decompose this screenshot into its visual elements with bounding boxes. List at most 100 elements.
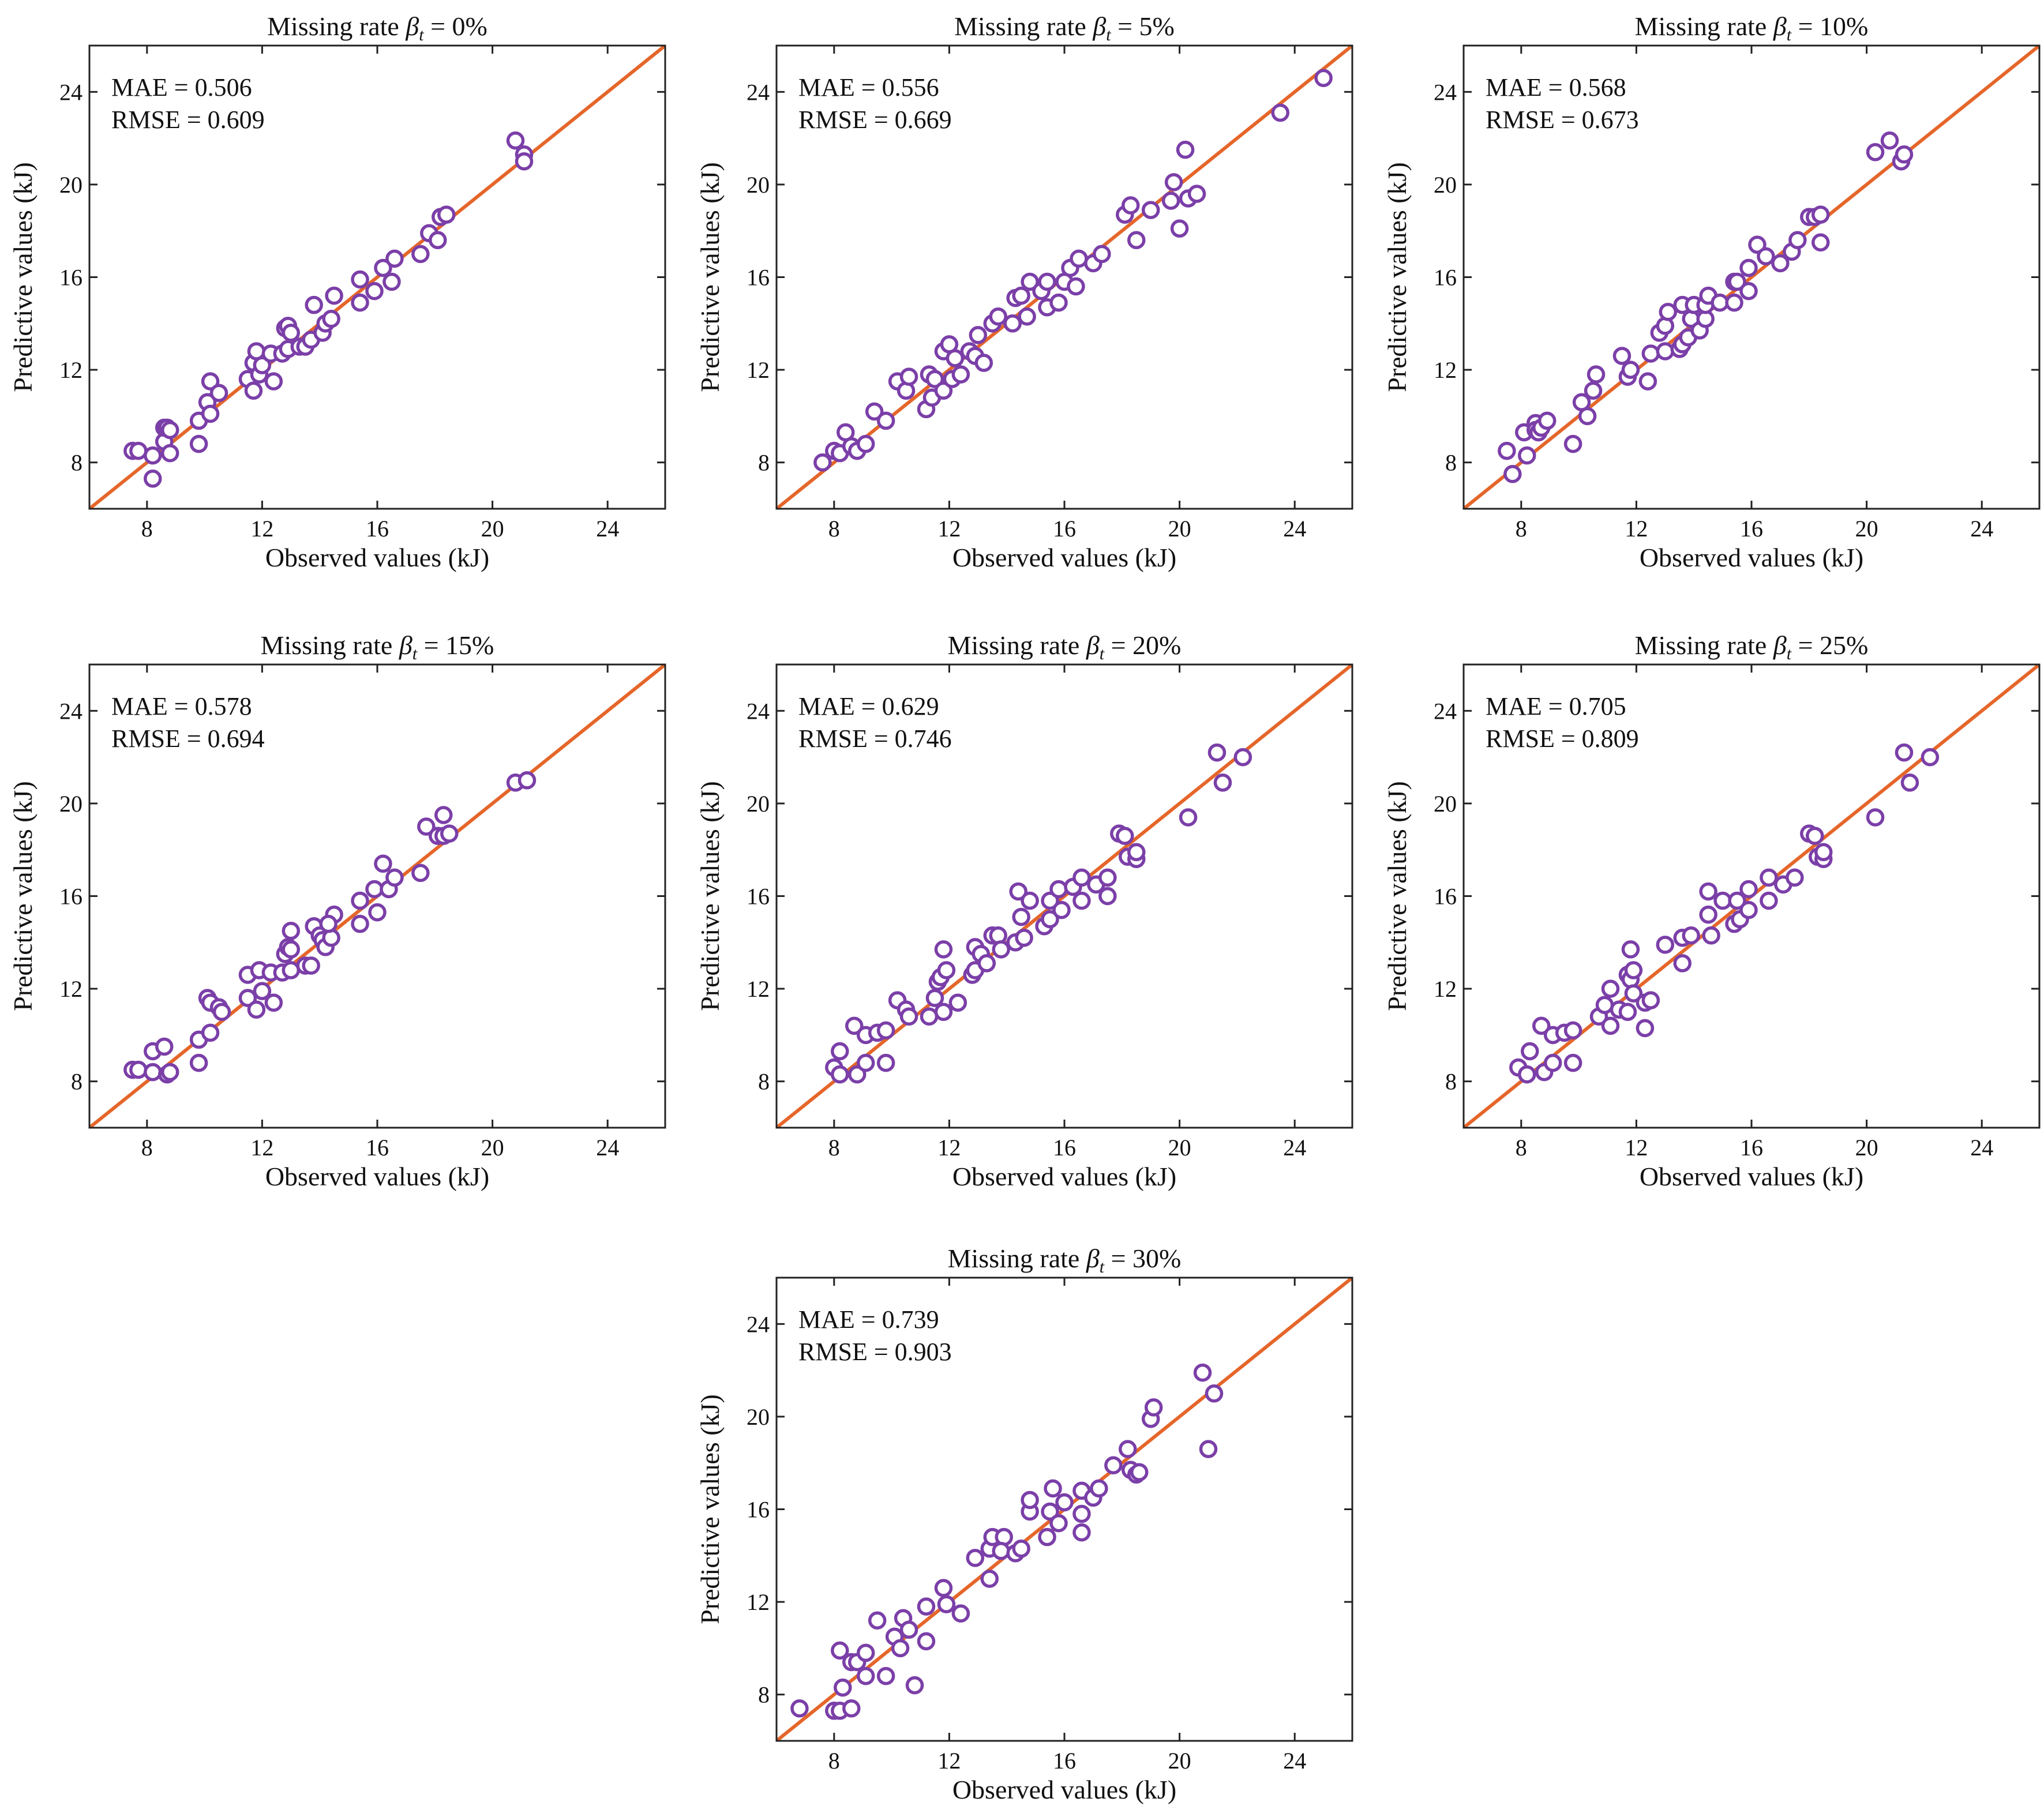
data-point	[1161, 192, 1180, 210]
data-point	[1638, 372, 1657, 391]
mae-label: MAE = 0.506	[111, 73, 252, 102]
data-point	[1656, 936, 1675, 954]
x-tick-label: 20	[481, 516, 504, 542]
y-tick-label: 12	[59, 976, 82, 1002]
data-point	[1093, 245, 1111, 264]
data-point	[1612, 347, 1632, 365]
panel-title: Missing rate βt = 20%	[948, 630, 1182, 663]
y-tick-label: 24	[59, 698, 82, 724]
y-tick-label: 24	[1434, 79, 1457, 105]
data-point	[1021, 1491, 1039, 1510]
y-tick-label: 16	[1434, 884, 1457, 910]
data-point	[1921, 748, 1940, 767]
data-point	[831, 1042, 849, 1061]
x-tick-label: 8	[141, 516, 153, 542]
y-tick-label: 24	[747, 698, 770, 724]
data-point	[515, 152, 534, 171]
data-point	[1127, 843, 1146, 861]
data-point	[937, 961, 956, 979]
rmse-label: RMSE = 0.903	[798, 1338, 952, 1366]
data-point	[282, 940, 301, 959]
data-point	[322, 310, 340, 328]
data-point	[434, 806, 453, 824]
data-point	[1018, 307, 1036, 326]
data-point	[1760, 891, 1778, 910]
scatter-panel-6: 8 12 16 20 24 8 12 16 20 24 Observed values (kJ) Pr…	[1382, 630, 2041, 1191]
data-point	[1702, 926, 1720, 945]
data-point	[1052, 900, 1071, 919]
y-tick-label: 12	[1434, 357, 1457, 383]
data-point	[1880, 131, 1899, 150]
data-point	[1621, 940, 1640, 959]
data-point	[1041, 910, 1059, 929]
data-point	[1009, 882, 1027, 901]
y-tick-label: 8	[1445, 450, 1457, 476]
data-point	[1049, 880, 1068, 899]
data-point	[899, 1620, 918, 1639]
data-point	[282, 921, 301, 940]
data-point	[1012, 907, 1030, 926]
x-tick-label: 12	[937, 1748, 961, 1774]
data-point	[1812, 233, 1830, 252]
rmse-label: RMSE = 0.694	[111, 724, 265, 753]
data-point	[238, 989, 257, 1007]
y-tick-label: 12	[747, 976, 770, 1002]
data-point	[365, 281, 384, 301]
data-point	[1015, 929, 1033, 947]
data-points	[813, 69, 1333, 472]
data-point	[1699, 905, 1717, 924]
data-point	[1866, 808, 1885, 827]
x-tick-label: 24	[1283, 516, 1306, 542]
data-point	[160, 444, 179, 463]
data-point	[247, 1000, 266, 1019]
mae-label: MAE = 0.556	[798, 73, 939, 102]
data-point	[1518, 446, 1536, 465]
data-point	[1179, 808, 1198, 827]
data-point	[129, 1060, 148, 1079]
data-point	[1739, 900, 1758, 919]
data-point	[1786, 868, 1804, 887]
data-points	[790, 1363, 1224, 1720]
data-point	[813, 453, 832, 472]
data-point	[517, 771, 537, 790]
data-point	[1038, 1527, 1056, 1546]
data-point	[1900, 774, 1919, 792]
y-tick-label: 12	[59, 357, 82, 383]
x-tick-label: 20	[1855, 516, 1878, 542]
data-point	[1170, 219, 1189, 238]
data-point	[1072, 1504, 1091, 1523]
data-point	[899, 367, 918, 386]
data-point	[1164, 173, 1183, 192]
x-tick-label: 16	[1053, 1135, 1076, 1161]
data-point	[1601, 1016, 1620, 1035]
data-point	[856, 1053, 875, 1072]
data-point	[319, 914, 337, 933]
data-point	[1659, 302, 1678, 321]
data-point	[305, 295, 323, 314]
x-tick-label: 8	[141, 1135, 153, 1161]
data-point	[385, 868, 404, 887]
panel-title: Missing rate βt = 0%	[267, 12, 487, 44]
data-point	[876, 1053, 895, 1072]
y-tick-label: 20	[1434, 172, 1457, 198]
data-point	[201, 1023, 220, 1042]
data-point	[1193, 1363, 1212, 1382]
mae-label: MAE = 0.629	[798, 692, 939, 720]
data-point	[264, 372, 283, 391]
x-tick-label: 12	[1625, 1135, 1648, 1161]
data-points	[123, 771, 537, 1084]
data-point	[1207, 743, 1227, 762]
x-tick-label: 16	[366, 1135, 389, 1161]
data-point	[925, 370, 944, 388]
y-axis-label: Predictive values (kJ)	[8, 781, 37, 1011]
data-point	[351, 914, 369, 933]
scatter-panel-4: 8 12 16 20 24 8 12 16 20 24 Observed values (kJ) Pr…	[8, 630, 666, 1191]
y-tick-label: 20	[59, 791, 82, 817]
data-point	[1806, 827, 1824, 845]
data-point	[1176, 140, 1195, 159]
mae-label: MAE = 0.568	[1486, 73, 1626, 102]
data-point	[876, 1021, 895, 1040]
x-tick-label: 16	[1740, 1135, 1763, 1161]
data-points	[825, 743, 1252, 1084]
y-axis-label: Predictive values (kJ)	[695, 781, 725, 1011]
